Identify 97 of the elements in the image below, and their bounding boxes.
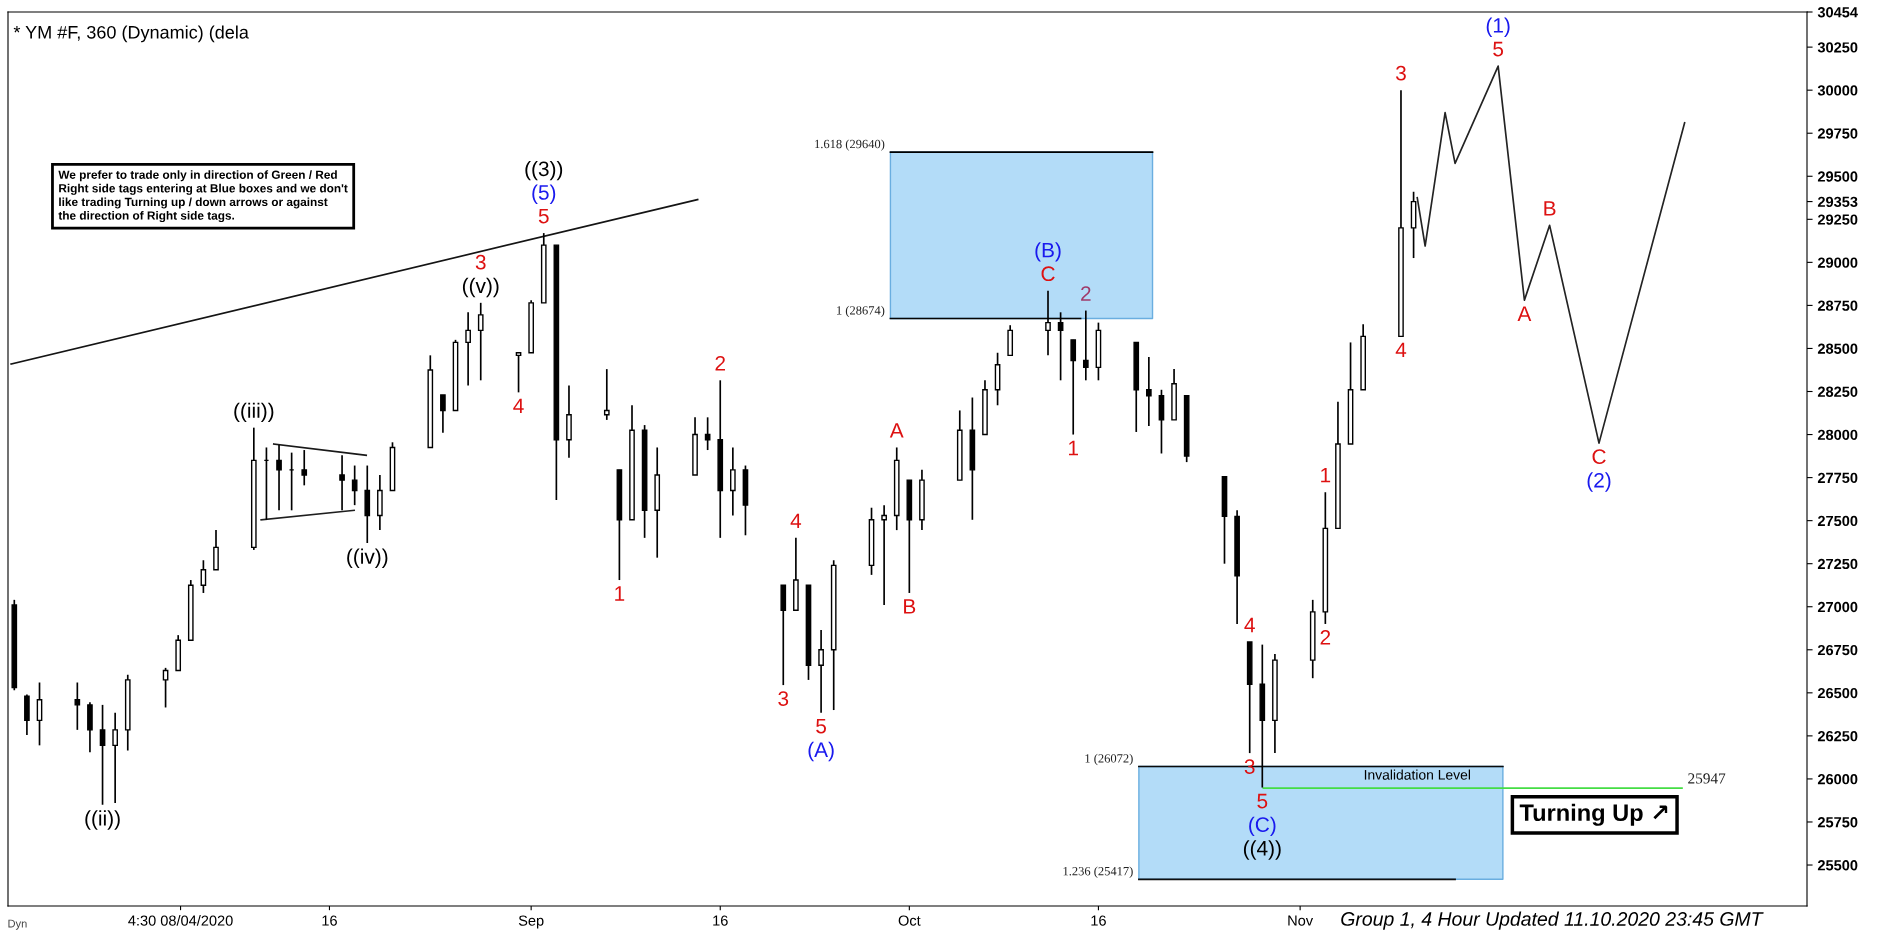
candlestick	[74, 681, 81, 731]
candlestick	[339, 454, 345, 512]
annotation: 3	[778, 691, 789, 706]
annotation: ((iv))	[347, 548, 388, 568]
x-tick-label: 16	[1091, 915, 1106, 926]
y-tick-label: 27750	[1817, 472, 1858, 484]
annotation: 4	[1395, 342, 1407, 358]
y-tick-label: 28000	[1817, 429, 1858, 440]
annotation: 25947	[1688, 773, 1726, 784]
candlestick	[818, 629, 824, 714]
annotation: B	[904, 599, 916, 614]
y-tick-label: 29750	[1817, 128, 1858, 139]
annotation: ((iii))	[234, 402, 274, 423]
candlestick	[99, 704, 106, 806]
annotation: 1	[1069, 440, 1078, 456]
y-tick-label: 28250	[1817, 386, 1858, 397]
candlestick	[440, 394, 446, 434]
y-tick-label: 30250	[1817, 42, 1858, 53]
y-tick-label: 25750	[1817, 817, 1858, 828]
annotation: We prefer to trade only in direction of Green / Red Right side tags entering at Blue boxes and we don't like trading Turning up / down arrows or against the direction of Right side tags.	[58, 170, 348, 223]
candlestick	[1082, 309, 1089, 382]
candlestick	[1070, 339, 1077, 436]
y-tick-label: 29000	[1817, 257, 1858, 268]
y-tick-label: 30000	[1817, 85, 1858, 96]
candlestick	[603, 368, 610, 421]
y-tick-label: 30454	[1817, 7, 1858, 18]
y-tick-label: 28750	[1817, 300, 1858, 311]
annotation: ((v))	[462, 277, 499, 298]
x-tick-label: Sep	[518, 915, 544, 929]
candlestick	[515, 351, 522, 394]
y-tick-label: 29500	[1817, 171, 1858, 182]
candlestick	[465, 311, 471, 387]
annotation: 5	[1493, 41, 1504, 57]
candlestick	[1146, 356, 1152, 427]
candlestick	[200, 559, 207, 594]
annotation: ((4))	[1243, 840, 1281, 860]
candlestick	[881, 504, 887, 606]
y-tick-label: 26500	[1817, 687, 1858, 699]
annotation: 5	[816, 718, 827, 734]
candlestick	[351, 464, 358, 506]
annotation: 3	[1395, 65, 1406, 81]
y-tick-label: 26000	[1817, 774, 1858, 785]
y-tick-label: 26750	[1817, 644, 1858, 656]
annotation: 2	[715, 355, 725, 371]
annotation: (5)	[532, 184, 556, 204]
candlestick	[276, 444, 282, 512]
y-tick-label: 26250	[1817, 730, 1858, 742]
annotation: (B)	[1035, 242, 1061, 262]
annotation: (2)	[1587, 472, 1611, 492]
candlestick	[213, 529, 219, 571]
candlestick	[162, 667, 169, 709]
annotation: 2	[1320, 630, 1331, 645]
annotation: (1)	[1486, 17, 1510, 37]
candlestick	[301, 449, 308, 487]
y-tick-label: 29353	[1817, 196, 1858, 208]
annotation: 5	[1257, 793, 1268, 809]
y-tick-label: 28500	[1817, 343, 1858, 354]
annotation: Invalidation Level	[1364, 769, 1470, 780]
annotation: 1.236 (25417)	[1063, 866, 1133, 878]
annotation: 3	[475, 254, 486, 270]
annotation: ((ii))	[85, 810, 120, 830]
annotation: Turning Up ↗	[1519, 803, 1668, 826]
x-tick-label: 16	[713, 915, 728, 926]
y-tick-label: 25500	[1817, 860, 1858, 871]
annotation: C	[1041, 266, 1055, 282]
annotation: A	[889, 423, 904, 438]
x-tick-label: 4:30 08/04/2020	[128, 915, 233, 926]
text: Group 1, 4 Hour Updated 11.10.2020 23:45 GMT	[1341, 911, 1764, 930]
y-tick-label: 27250	[1817, 558, 1858, 570]
annotation: B	[1544, 201, 1556, 216]
text: Dyn	[8, 919, 27, 930]
candlestick	[730, 446, 736, 517]
text: * YM #F, 360 (Dynamic) (dela	[13, 25, 249, 43]
y-tick-label: 29250	[1817, 214, 1858, 225]
annotation: 1	[615, 586, 625, 601]
annotation: 4	[790, 513, 802, 528]
annotation: 1	[1321, 468, 1331, 483]
annotation: 2	[1081, 286, 1091, 301]
annotation: 5	[538, 208, 549, 224]
candlestick	[112, 711, 118, 804]
annotation: (C)	[1249, 816, 1276, 837]
annotation: 1 (26072)	[1085, 753, 1133, 766]
x-tick-label: 16	[322, 915, 337, 926]
line-series	[1416, 65, 1686, 444]
annotation: 4	[1244, 617, 1255, 633]
x-tick-label: Oct	[898, 915, 921, 926]
annotation: A	[1517, 306, 1532, 321]
annotation: C	[1592, 449, 1606, 465]
annotation: 1 (28674)	[837, 305, 885, 318]
annotation: 1.618 (29640)	[815, 139, 885, 151]
annotation: (A)	[808, 741, 834, 762]
y-tick-label: 27000	[1817, 601, 1858, 613]
candlestick	[477, 301, 484, 382]
annotation: ((3))	[525, 160, 563, 181]
annotation: 4	[513, 398, 524, 414]
x-tick-label: Nov	[1288, 915, 1314, 926]
y-tick-label: 27500	[1817, 515, 1858, 527]
